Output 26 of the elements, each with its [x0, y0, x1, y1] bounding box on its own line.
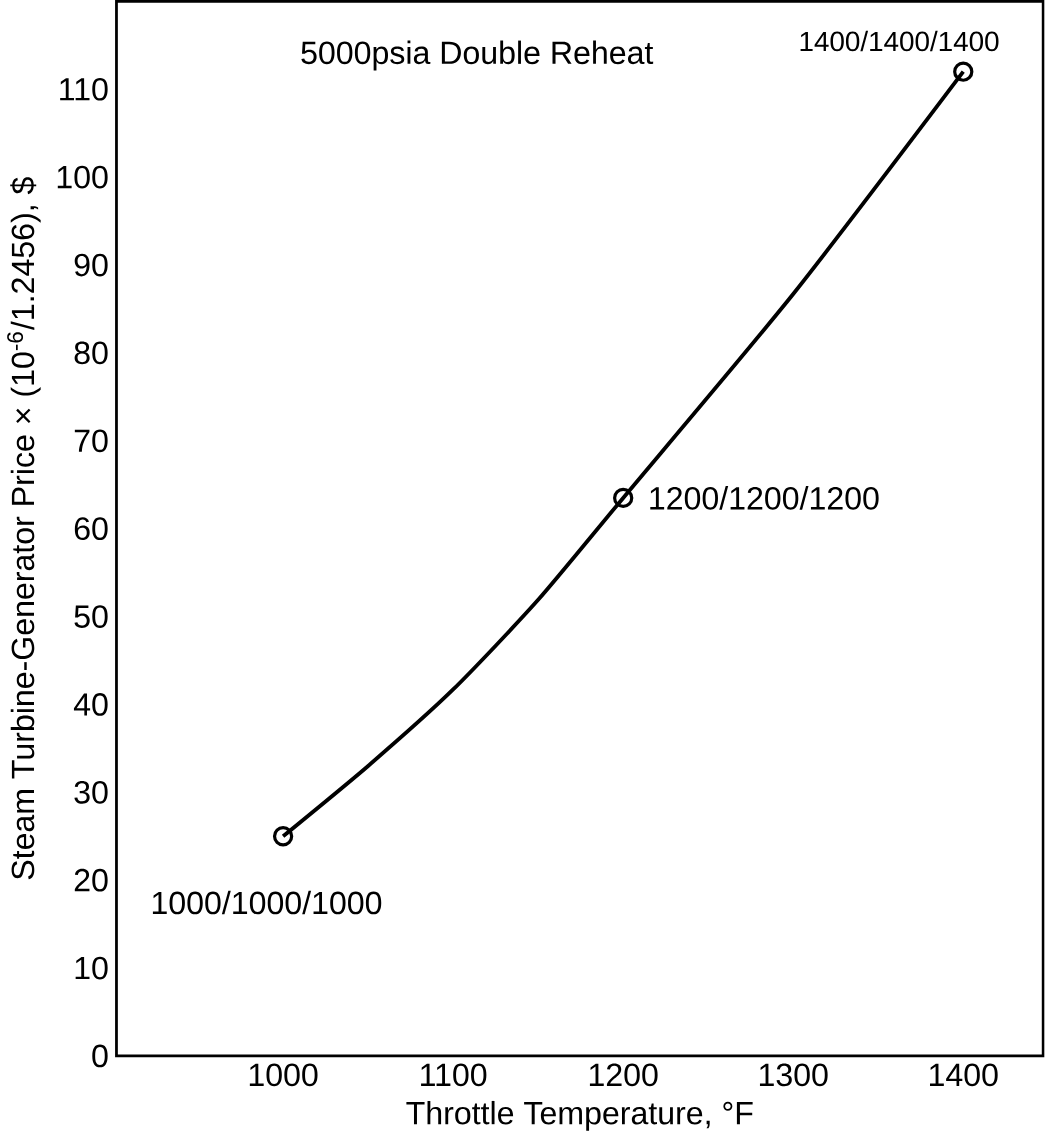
x-tick-label: 1100 — [421, 1063, 487, 1087]
y-tick-label: 50 — [74, 605, 108, 628]
y-tick-label: 0 — [92, 1044, 108, 1068]
y-axis-title: Steam Turbine-Generator Price × (10$^{-6}$/1.2456), $ — [7, 177, 41, 880]
y-tick-label: 10 — [75, 956, 108, 980]
point — [613, 487, 634, 509]
point — [953, 61, 974, 82]
y-tick-label: 70 — [75, 429, 108, 453]
y-tick-label: 20 — [75, 868, 108, 892]
y-tick-label: 40 — [74, 693, 108, 716]
point — [273, 826, 294, 847]
x-tick-label: 1000 — [250, 1063, 318, 1087]
x-tick-label: 1200 — [590, 1063, 658, 1087]
y-tick-label: 60 — [75, 517, 108, 541]
annotation: 1400/1400/1400 — [800, 30, 999, 52]
y-tick-label: 30 — [74, 780, 108, 804]
x-tick-label: 1300 — [760, 1063, 828, 1087]
annotation: 5000psia Double Reheat — [301, 40, 654, 71]
annotation: 1000/1000/1000 — [153, 890, 382, 915]
y-tick-label: 90 — [74, 253, 108, 277]
x-axis-title: Throttle Temperature, °F — [406, 1100, 753, 1131]
y-tick-label: 80 — [74, 341, 108, 365]
y-tick-label: 100 — [58, 165, 108, 189]
x-tick-label: 1400 — [930, 1063, 998, 1087]
annotation: 1200/1200/1200 — [650, 486, 879, 510]
y-tick-label: 110 — [60, 77, 108, 101]
